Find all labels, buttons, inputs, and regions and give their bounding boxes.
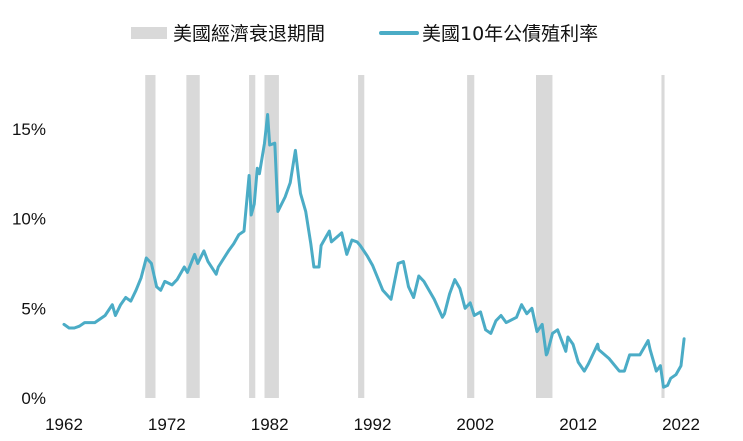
x-tick-label: 2012 — [559, 415, 597, 434]
x-tick-label: 2022 — [662, 415, 700, 434]
x-tick-label: 2002 — [456, 415, 494, 434]
legend-recession-label: 美國經濟衰退期間 — [173, 23, 325, 45]
recession-band — [536, 75, 553, 398]
recession-band — [145, 75, 156, 398]
x-axis-ticks: 1962 1972 1982 1992 2002 2012 2022 — [45, 415, 700, 434]
y-tick-label: 5% — [21, 299, 46, 318]
legend-yield-label: 美國10年公債殖利率 — [422, 23, 598, 45]
yield-series — [62, 113, 686, 389]
recession-bands — [145, 75, 665, 398]
recession-band — [661, 75, 665, 398]
recession-band — [186, 75, 200, 398]
x-tick-label: 1972 — [148, 415, 186, 434]
y-tick-label: 0% — [21, 389, 46, 408]
x-tick-label: 1962 — [45, 415, 83, 434]
recession-band — [249, 75, 256, 398]
chart-legend: 美國經濟衰退期間 美國10年公債殖利率 — [131, 23, 598, 45]
x-tick-label: 1982 — [251, 415, 289, 434]
x-tick-label: 1992 — [354, 415, 392, 434]
y-tick-label: 15% — [12, 120, 46, 139]
y-axis-ticks: 0% 5% 10% 15% — [12, 120, 46, 408]
yield-line — [62, 113, 686, 389]
legend-recession-swatch — [131, 27, 167, 39]
recession-band — [467, 75, 475, 398]
y-tick-label: 10% — [12, 210, 46, 229]
recession-band — [358, 75, 365, 398]
